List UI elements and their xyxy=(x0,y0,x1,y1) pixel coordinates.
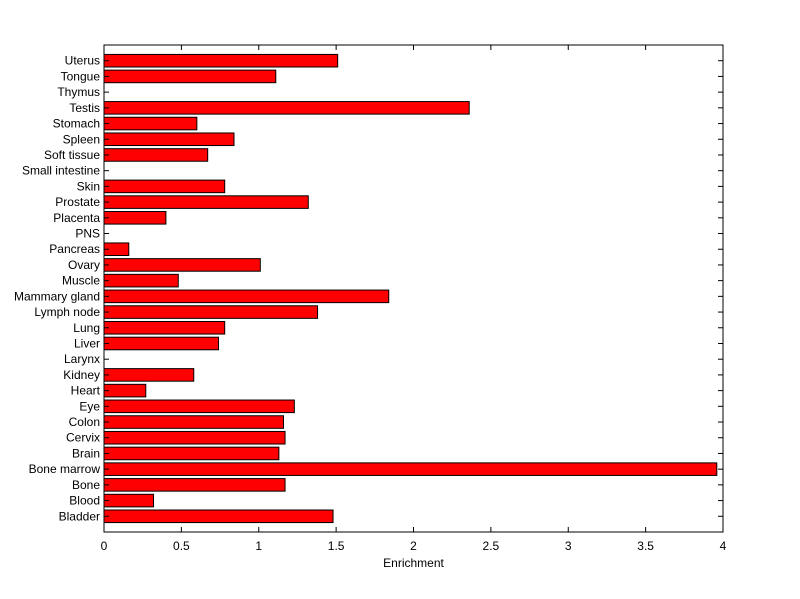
bar-liver xyxy=(103,336,220,351)
category-label: Thymus xyxy=(57,85,100,99)
x-tick-label: 3.5 xyxy=(637,539,654,553)
bar-uterus xyxy=(103,53,339,68)
x-tick-label: 2 xyxy=(410,539,417,553)
bar-lymph-node xyxy=(103,305,319,319)
category-label: Brain xyxy=(72,446,100,460)
bar-stomach xyxy=(103,116,198,131)
category-label: Small intestine xyxy=(22,164,100,178)
bar-bone xyxy=(103,478,286,492)
bar-tongue xyxy=(103,69,277,84)
bar-spleen xyxy=(103,132,235,147)
bar-lung xyxy=(103,320,226,335)
bar-blood xyxy=(103,493,155,508)
x-tick-label: 1.5 xyxy=(328,539,345,553)
bar-ovary xyxy=(103,258,261,272)
bar-placenta xyxy=(103,211,167,225)
bars-group xyxy=(103,53,718,524)
category-label: Bone marrow xyxy=(29,462,101,476)
x-tick-label: 2.5 xyxy=(483,539,500,553)
bar-skin xyxy=(103,179,226,194)
bar-colon xyxy=(103,415,285,429)
x-tick-label: 1 xyxy=(255,539,262,553)
category-label: Placenta xyxy=(53,211,100,225)
ticks-group xyxy=(103,45,724,532)
x-tick-label: 3 xyxy=(565,539,572,553)
category-label: Soft tissue xyxy=(44,148,100,162)
category-label: Lymph node xyxy=(34,305,100,319)
category-label: Prostate xyxy=(55,195,100,209)
category-label: Mammary gland xyxy=(14,289,100,303)
bar-mammary-gland xyxy=(103,289,390,304)
bar-heart xyxy=(103,383,147,398)
category-label: PNS xyxy=(75,227,100,241)
category-label: Blood xyxy=(69,494,100,508)
bar-kidney xyxy=(103,368,195,382)
category-label: Bone xyxy=(72,478,100,492)
x-axis-title: Enrichment xyxy=(383,556,444,570)
category-label: Eye xyxy=(79,399,100,413)
category-label: Bladder xyxy=(59,509,100,523)
category-label: Larynx xyxy=(64,352,100,366)
bar-cervix xyxy=(103,430,286,445)
category-label: Kidney xyxy=(63,368,100,382)
bar-prostate xyxy=(103,195,309,209)
category-label: Pancreas xyxy=(49,242,100,256)
category-label: Heart xyxy=(71,384,101,398)
category-label: Ovary xyxy=(68,258,100,272)
category-label: Lung xyxy=(73,321,100,335)
bar-muscle xyxy=(103,273,179,288)
category-label: Skin xyxy=(77,179,100,193)
category-label: Spleen xyxy=(63,132,100,146)
category-label: Tongue xyxy=(61,69,101,83)
bar-brain xyxy=(103,446,280,461)
category-label: Muscle xyxy=(62,274,100,288)
bar-bone-marrow xyxy=(103,462,718,476)
category-label: Cervix xyxy=(66,431,100,445)
bar-soft-tissue xyxy=(103,148,209,162)
plot-frame xyxy=(103,44,724,533)
bar-testis xyxy=(103,101,470,115)
category-label: Liver xyxy=(74,336,100,350)
x-tick-label: 0.5 xyxy=(173,539,190,553)
category-label: Colon xyxy=(69,415,100,429)
bar-eye xyxy=(103,399,295,414)
category-label: Uterus xyxy=(65,54,100,68)
x-tick-label: 0 xyxy=(101,539,108,553)
x-tick-label: 4 xyxy=(720,539,727,553)
category-label: Stomach xyxy=(53,117,100,131)
bar-bladder xyxy=(103,509,334,524)
category-label: Testis xyxy=(69,101,100,115)
x-tick-labels-group: 0 0.5 1 1.5 2 2.5 3 3.5 4 xyxy=(101,539,727,553)
